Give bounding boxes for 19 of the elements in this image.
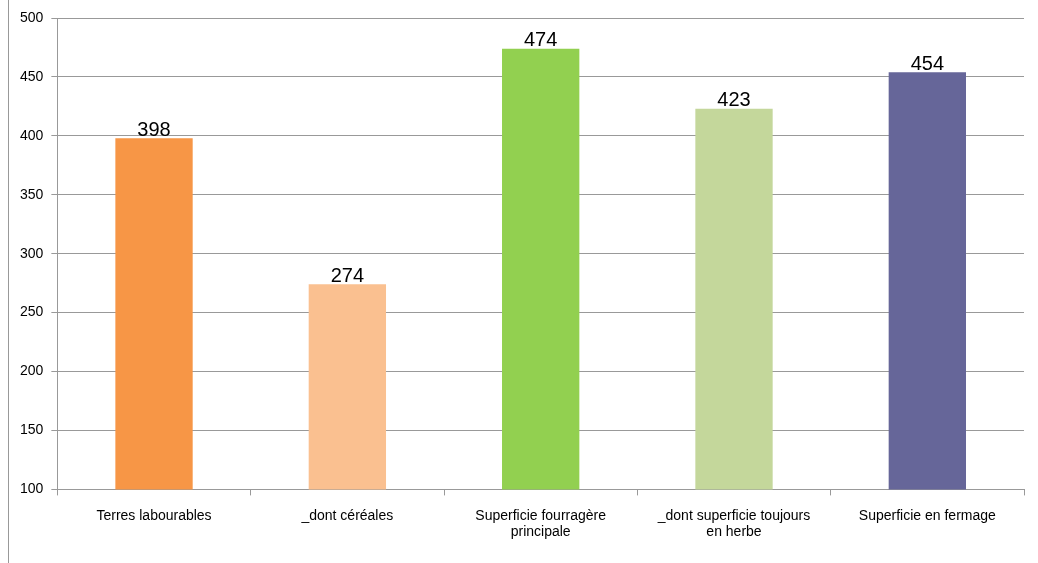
data-label: 474 [523,28,558,51]
y-tick-label: 150 [20,421,44,438]
data-label: 454 [910,51,945,74]
x-tick-label: _dont superficie toujours en herbe [656,506,811,540]
y-tick-label: 300 [20,244,44,261]
x-tick-label: Superficie fourragère principale [475,506,607,540]
y-tick-label: 200 [20,362,44,379]
x-tick-label: _dont céréales [300,506,394,523]
y-tick-label: 250 [20,303,44,320]
x-tick-label: Superficie en fermage [858,506,997,523]
x-tick-label: Terres labourables [96,506,212,523]
y-tick-label: 400 [20,126,44,143]
y-tick-label: 350 [20,185,44,202]
y-tick-label: 100 [20,480,44,497]
data-label: 398 [137,117,171,140]
y-tick-label: 500 [20,8,44,25]
data-label: 274 [330,263,365,286]
y-tick-label: 450 [20,67,44,84]
data-label: 423 [717,88,751,111]
